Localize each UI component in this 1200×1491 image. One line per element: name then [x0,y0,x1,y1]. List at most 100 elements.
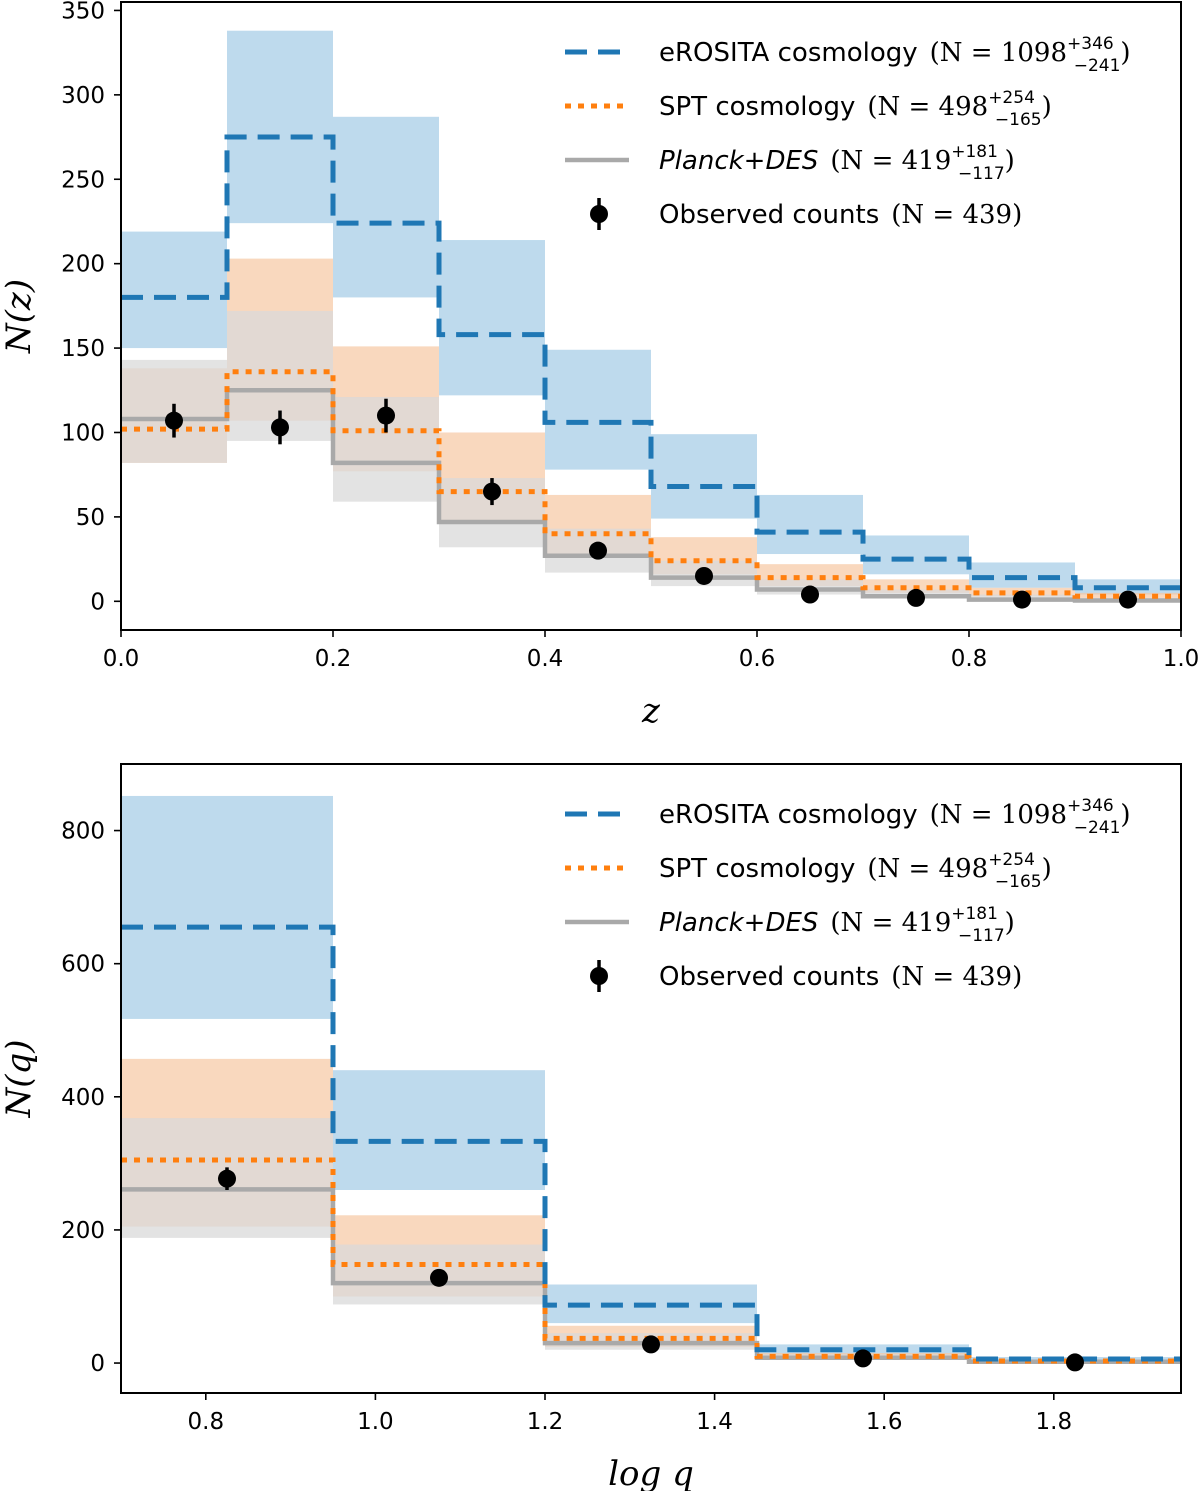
legend-series-name: Planck+DES [659,908,818,938]
x-tick-label: 1.0 [357,1409,394,1435]
erosita-band-8 [969,562,1075,588]
legend-count-lower-error: −165 [995,110,1042,130]
legend-observed-label: Observed counts (N = 439) [659,962,1022,992]
top-panel-redshift: 0.0 0.2 0.4 0.6 0.8 1.0 0 50 100 150 200 250 300 350 z… [0,0,1199,731]
legend: eROSITA cosmology (N = 1098+346 −241)SPT c… [565,796,1131,992]
legend-count-upper-error: +254 [988,88,1035,108]
erosita-band-1 [333,1070,545,1190]
legend-count-lower-error: −117 [958,164,1005,184]
legend-count-lower-error: −241 [1074,56,1121,76]
erosita-band-7 [863,535,969,575]
legend-observed-marker [590,205,608,223]
legend-series-name: SPT cosmology [659,854,855,884]
legend-count-close: ) [1042,854,1052,884]
plot-area [121,30,1181,609]
observed-point-1 [430,1268,448,1287]
observed-point-1 [271,418,289,437]
observed-point-6 [801,585,819,604]
observed-point-0 [218,1169,236,1188]
x-tick-label: 1.6 [866,1409,903,1435]
legend-series-name: Observed counts [659,200,879,230]
y-tick-label: 150 [61,336,105,362]
legend-count-upper-error: +346 [1067,796,1114,816]
legend-series-name: Observed counts [659,962,879,992]
legend-count: (N = 498 [867,92,988,122]
legend-count: (N = 439) [891,200,1022,230]
y-tick-label: 100 [61,420,105,446]
x-tick-label: 1.0 [1163,646,1200,672]
y-axis-label: N(z) [0,279,39,354]
legend-count: (N = 419 [830,908,951,938]
erosita-band-3 [439,240,545,396]
legend-count: (N = 498 [867,854,988,884]
observed-point-5 [695,566,713,585]
y-tick-label: 50 [76,505,105,531]
y-tick-label: 0 [90,1351,105,1377]
y-tick-label: 200 [61,252,105,278]
y-axis-label: N(q) [0,1039,39,1118]
spt-step-line [121,1157,1181,1364]
observed-point-8 [1013,590,1031,609]
y-tick-label: 300 [61,83,105,109]
x-tick-label: 1.2 [527,1409,564,1435]
observed-point-3 [483,482,501,501]
legend-erosita-label: eROSITA cosmology (N = 1098+346 −241) [659,34,1131,76]
y-tick-label: 0 [90,589,105,615]
y-tick-label: 800 [61,819,105,845]
x-tick-label: 0.6 [739,646,776,672]
erosita-step-line [121,134,1181,591]
erosita-step-line [121,924,1181,1362]
legend-observed-label: Observed counts (N = 439) [659,200,1022,230]
legend-planck-label: Planck+DES (N = 419+181 −117) [659,142,1015,184]
legend-series-name: eROSITA cosmology [659,800,918,830]
legend-count: (N = 1098 [930,38,1067,68]
legend-spt-label: SPT cosmology (N = 498+254 −165) [659,850,1052,892]
legend-observed-marker [590,967,608,985]
x-axis-label: z [641,691,661,731]
observed-point-0 [165,411,183,430]
legend-count-close: ) [1120,38,1130,68]
x-tick-label: 0.8 [188,1409,225,1435]
legend-count-upper-error: +254 [988,850,1035,870]
legend-count-close: ) [1005,908,1015,938]
erosita-band-1 [227,30,333,224]
legend-series-name: eROSITA cosmology [659,38,918,68]
y-tick-label: 400 [61,1085,105,1111]
x-axis-label: log q [608,1454,694,1491]
legend-spt-label: SPT cosmology (N = 498+254 −165) [659,88,1052,130]
observed-point-9 [1119,590,1137,609]
observed-point-3 [854,1349,872,1368]
observed-point-4 [1066,1353,1084,1372]
y-tick-label: 600 [61,952,105,978]
legend-count-upper-error: +181 [951,142,998,162]
erosita-band-0 [121,231,227,349]
legend-count-close: ) [1120,800,1130,830]
erosita-band-4 [545,349,651,470]
x-tick-label: 1.4 [696,1409,733,1435]
x-tick-label: 0.4 [527,646,564,672]
y-tick-label: 200 [61,1218,105,1244]
legend-erosita-label: eROSITA cosmology (N = 1098+346 −241) [659,796,1131,838]
legend-count-upper-error: +346 [1067,34,1114,54]
legend-count-upper-error: +181 [951,904,998,924]
observed-point-7 [907,588,925,607]
axes-frame [120,1,1182,631]
x-tick-label: 0.0 [103,646,140,672]
observed-point-2 [642,1335,660,1354]
x-tick-label: 0.2 [315,646,352,672]
erosita-band-0 [121,795,333,1019]
erosita-band-2 [333,116,439,298]
x-tick-label: 0.8 [951,646,988,672]
legend-count-close: ) [1042,92,1052,122]
y-tick-label: 250 [61,167,105,193]
erosita-band-5 [651,434,757,519]
plot-area [121,795,1181,1372]
legend-series-name: SPT cosmology [659,92,855,122]
axes-frame [120,763,1182,1394]
legend-count: (N = 439) [891,962,1022,992]
legend-count-lower-error: −165 [995,872,1042,892]
legend-count-lower-error: −241 [1074,818,1121,838]
legend: eROSITA cosmology (N = 1098+346 −241)SPT c… [565,34,1131,230]
legend-count: (N = 1098 [930,800,1067,830]
